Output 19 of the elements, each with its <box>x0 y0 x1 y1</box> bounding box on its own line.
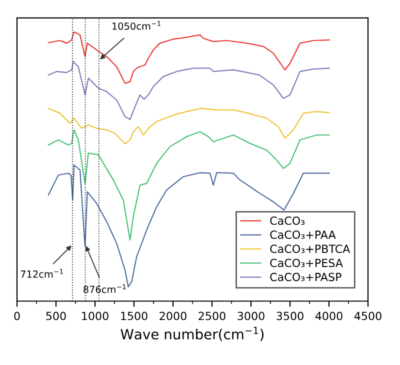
x-tick-label: 2000 <box>160 312 186 320</box>
ref-line-label: 712cm$^{−1}$ <box>20 268 63 278</box>
legend-label: CaCO₃+PAA <box>270 230 336 239</box>
x-tick-label: 4500 <box>354 312 382 320</box>
x-tick-label: 4000 <box>315 312 342 320</box>
x-tick-label: 500 <box>46 312 66 320</box>
x-tick-label: 3500 <box>276 312 304 320</box>
legend-label: CaCO₃+PESA <box>270 258 343 268</box>
x-tick-label: 2500 <box>198 312 226 320</box>
x-tick-label: 1500 <box>121 312 148 320</box>
legend-label: CaCO₃+PASP <box>270 272 342 282</box>
x-tick-label: 3000 <box>238 312 264 320</box>
x-axis-title: Wave number(cm$^{−1}$) <box>120 326 264 342</box>
x-tick-label: 0 <box>14 312 20 320</box>
legend-label: CaCO₃+PBTCA <box>270 244 350 254</box>
legend-label: CaCO₃ <box>270 216 305 225</box>
x-tick-label: 1000 <box>82 312 108 320</box>
ref-line-label: 1050cm$^{−1}$ <box>112 20 160 30</box>
ref-line-label: 876cm$^{−1}$ <box>84 284 126 294</box>
